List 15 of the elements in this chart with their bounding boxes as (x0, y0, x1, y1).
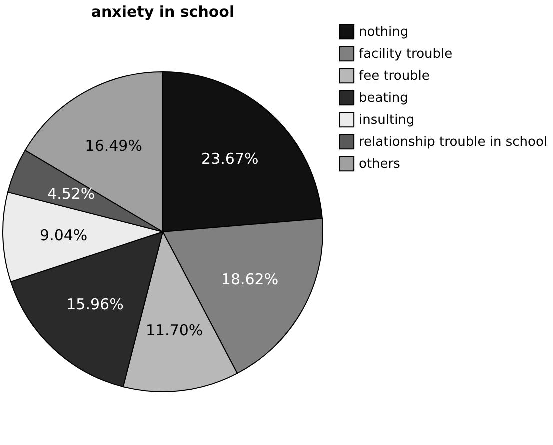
legend-label: nothing (359, 25, 409, 40)
data-label: 4.52% (48, 185, 96, 204)
data-label: 18.62% (221, 270, 279, 289)
data-label: 11.70% (146, 322, 204, 340)
data-label: 16.49% (85, 136, 142, 155)
legend-label: others (359, 157, 401, 172)
data-label: 15.96% (66, 295, 124, 314)
legend-label: fee trouble (359, 69, 430, 84)
legend-label: relationship trouble in school (359, 135, 548, 150)
data-label: 23.67% (202, 150, 259, 168)
legend-label: insulting (359, 113, 415, 128)
data-label: 9.04% (40, 226, 88, 244)
legend-label: beating (359, 91, 408, 106)
chart-title: anxiety in school (91, 3, 235, 21)
legend-label: facility trouble (359, 47, 453, 62)
